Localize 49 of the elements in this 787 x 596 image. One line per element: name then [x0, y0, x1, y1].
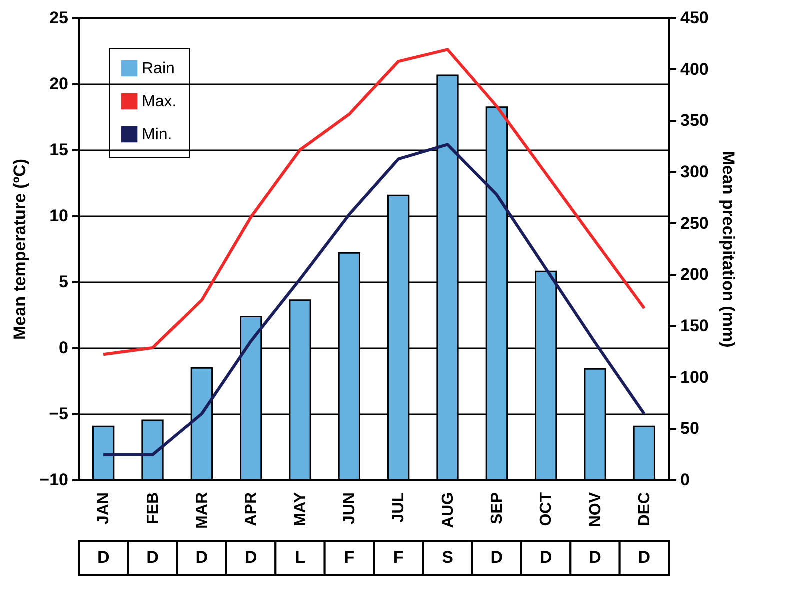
- x-tick-label: JUL: [390, 492, 408, 523]
- x-tick-label: AUG: [440, 492, 457, 528]
- y2-tick-label: 0: [680, 470, 690, 490]
- x-tick-label: APR: [243, 492, 260, 526]
- legend-label: Min.: [142, 126, 172, 144]
- y-axis-title: Mean temperature (ºC): [10, 159, 30, 340]
- y2-tick-label: 450: [680, 8, 709, 28]
- legend-label: Rain: [142, 60, 175, 78]
- text: D: [589, 548, 602, 567]
- x-tick-label: SEP: [488, 492, 506, 525]
- x-tick-label: DEC: [636, 492, 654, 526]
- y-tick-label: −10: [40, 470, 68, 490]
- y-tick-label: 25: [50, 8, 68, 28]
- y2-axis-title: Mean precipitation (mm): [718, 151, 738, 348]
- text: D: [244, 548, 258, 567]
- text: D: [196, 548, 208, 567]
- x-tick-label: NOV: [587, 492, 604, 528]
- y2-tick-label: 350: [680, 111, 709, 130]
- legend-label: Max.: [142, 94, 177, 110]
- x-tick-label: MAY: [292, 492, 310, 527]
- line-series: [102, 48, 646, 356]
- y2-tick-label: 400: [680, 60, 709, 79]
- text: L: [295, 548, 306, 567]
- y-tick-label: 0: [59, 338, 68, 358]
- y2-tick-label: 100: [680, 368, 709, 387]
- text: D: [97, 548, 110, 567]
- y-tick-label: 20: [50, 74, 68, 94]
- y2-tick-label: 300: [680, 162, 709, 182]
- x-tick-label: JAN: [96, 492, 113, 525]
- text: D: [540, 548, 552, 567]
- y2-tick-label: 50: [680, 419, 700, 438]
- x-tick-label: JUN: [341, 492, 358, 525]
- y2-tick-label: 150: [680, 316, 709, 336]
- text: D: [490, 548, 504, 567]
- x-tick-label: OCT: [538, 492, 556, 526]
- y-tick-label: −5: [49, 404, 68, 424]
- text: F: [344, 548, 355, 567]
- y-tick-label: 10: [50, 206, 68, 226]
- text: D: [638, 548, 651, 567]
- y2-tick-label: 250: [680, 214, 709, 233]
- text: S: [442, 548, 454, 567]
- y2-tick-label: 200: [680, 265, 709, 284]
- y-tick-label: 5: [59, 272, 68, 292]
- text: F: [393, 548, 404, 567]
- line-series: [102, 143, 646, 456]
- y-tick-label: 15: [50, 140, 68, 160]
- x-tick-label: MAR: [194, 492, 211, 529]
- text: D: [146, 548, 159, 567]
- x-tick-label: FEB: [144, 492, 162, 524]
